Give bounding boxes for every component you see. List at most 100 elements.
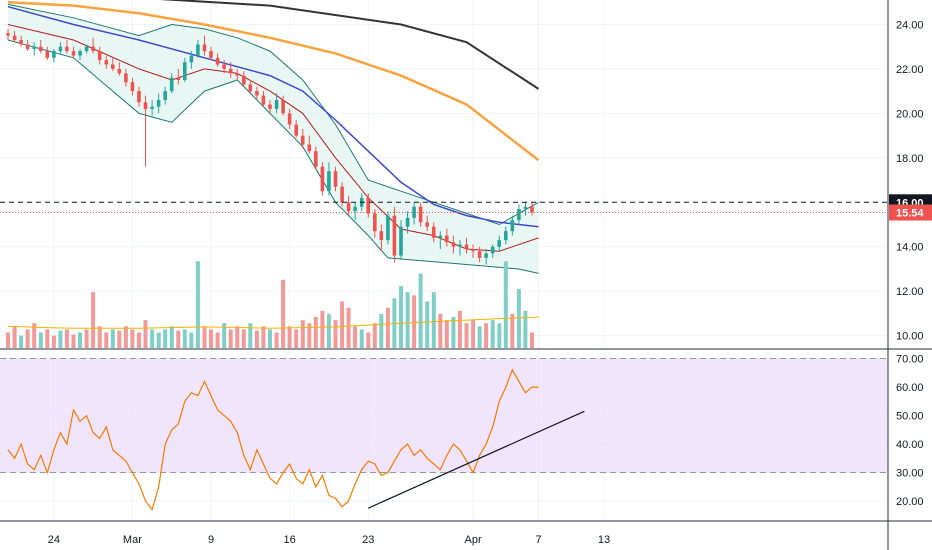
volume-bar: [313, 317, 318, 348]
candle-body: [464, 244, 469, 249]
volume-bar: [320, 310, 325, 348]
candle-body: [484, 253, 488, 258]
last-price-tag: 15.54: [889, 204, 932, 221]
volume-bar: [150, 329, 155, 348]
candle-body: [222, 64, 226, 69]
candle-body: [209, 51, 213, 58]
candle-body: [438, 235, 443, 238]
volume-bar: [405, 292, 410, 348]
candle-body: [327, 171, 331, 192]
candle-body: [137, 91, 141, 103]
candle-body: [6, 33, 10, 36]
candle-body: [373, 213, 377, 232]
volume-bars: [6, 261, 534, 348]
volume-bar: [235, 326, 240, 348]
candle-body: [340, 186, 344, 203]
volume-bar: [326, 313, 331, 348]
moving-average-orange-line: [7, 0, 540, 162]
candle-body: [307, 144, 312, 152]
candle-body: [196, 44, 200, 56]
volume-bar: [346, 307, 351, 348]
volume-bar: [484, 323, 489, 348]
price-axis-label: 14.00: [896, 242, 924, 254]
trendline[interactable]: [368, 410, 585, 509]
candle-body: [268, 104, 272, 109]
time-axis-label: 23: [362, 534, 374, 546]
volume-bar: [19, 335, 24, 348]
candle-body: [333, 171, 338, 187]
candle-body: [386, 215, 390, 241]
candle-body: [490, 246, 495, 254]
candle-body: [32, 46, 36, 49]
volume-bar: [490, 320, 495, 348]
oscillator-axis[interactable]: 70.00 60.00 50.00 40.00 30.00 20.00: [896, 354, 924, 508]
volume-bar: [412, 295, 417, 348]
candle-body: [111, 64, 115, 69]
volume-bar: [45, 329, 50, 348]
volume-bar: [248, 323, 253, 348]
time-axis-label: Mar: [123, 534, 142, 546]
volume-bar: [281, 279, 286, 348]
candle-body: [445, 235, 449, 243]
time-axis-label: Apr: [465, 534, 482, 546]
candle-body: [287, 113, 292, 125]
volume-bar: [104, 332, 109, 348]
volume-bar: [215, 332, 220, 348]
volume-bar: [110, 329, 115, 348]
candle-body: [366, 197, 370, 214]
volume-bar: [209, 329, 213, 348]
oscillator-axis-label: 60.00: [896, 382, 924, 394]
time-axis[interactable]: 24 Mar 9 16 23 Apr 7 13: [48, 534, 610, 546]
candle-body: [517, 209, 521, 221]
volume-bar: [78, 332, 82, 348]
volume-bar: [91, 292, 96, 348]
candle-body: [523, 206, 528, 209]
volume-bar: [261, 326, 266, 348]
oscillator-axis-label: 30.00: [896, 468, 924, 480]
candle-body: [25, 44, 30, 49]
volume-bar: [130, 329, 135, 348]
volume-bar: [182, 329, 187, 348]
candle-body: [530, 206, 534, 213]
candle-body: [497, 240, 501, 247]
price-axis-label: 10.00: [896, 331, 924, 343]
moving-average-red-line: [7, 24, 539, 252]
volume-bar: [84, 329, 89, 348]
candle-body: [320, 166, 325, 192]
candle-body: [405, 217, 410, 227]
candle-body: [130, 82, 135, 92]
volume-bar: [340, 301, 345, 348]
candle-body: [84, 46, 89, 52]
oscillator-axis-label: 40.00: [896, 439, 924, 451]
volume-bar: [333, 320, 338, 348]
candle-body: [215, 57, 220, 65]
volume-bar: [287, 326, 292, 348]
oscillator-band: [0, 358, 888, 473]
volume-bar: [457, 310, 462, 348]
volume-bar: [51, 335, 56, 348]
candle-body: [346, 202, 351, 212]
volume-bar: [169, 326, 174, 348]
candle-body: [124, 73, 128, 83]
candle-body: [117, 68, 122, 74]
volume-bar: [274, 332, 279, 348]
candle-body: [202, 44, 207, 52]
volume-bar: [418, 273, 423, 348]
volume-bar: [359, 329, 364, 348]
candle-body: [228, 68, 233, 74]
volume-bar: [228, 329, 233, 348]
oscillator-line: [7, 368, 539, 511]
price-panel: [0, 0, 888, 348]
volume-bar: [195, 261, 200, 348]
volume-bar: [431, 292, 436, 348]
candle-body: [353, 206, 357, 212]
candle-body: [91, 46, 95, 52]
volume-bar: [451, 317, 456, 348]
candle-body: [458, 244, 462, 247]
candle-body: [281, 100, 285, 114]
volume-bar: [156, 332, 161, 348]
bollinger-band-fill: [8, 4, 539, 274]
candle-body: [150, 106, 154, 109]
